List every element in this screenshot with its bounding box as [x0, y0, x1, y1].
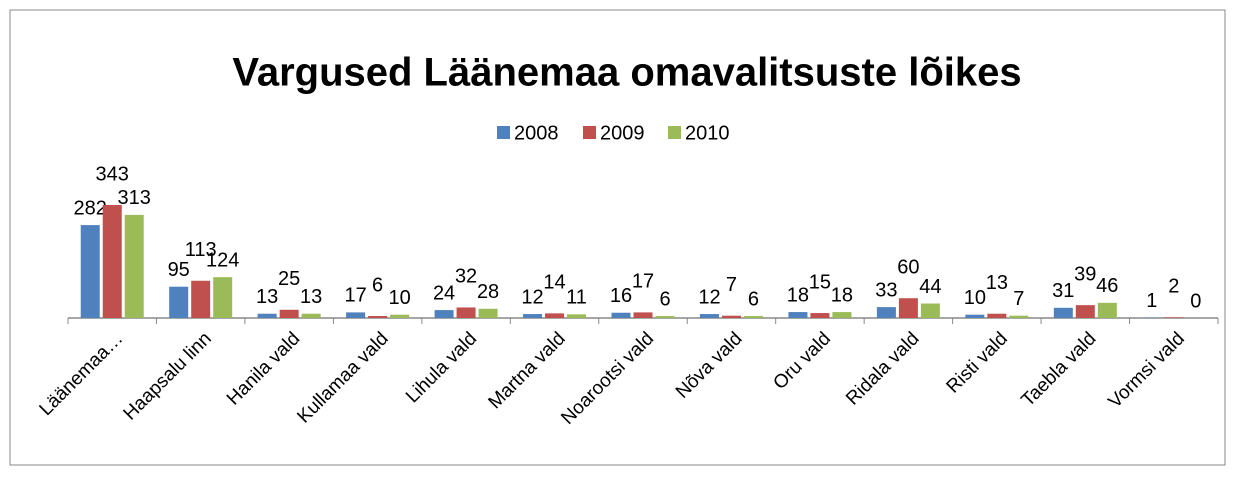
data-label: 6: [748, 288, 759, 310]
bar: [279, 309, 299, 318]
bar: [633, 312, 653, 318]
bar: [346, 312, 366, 318]
data-label: 15: [809, 271, 831, 293]
bar: [699, 314, 719, 318]
bar: [567, 314, 587, 318]
data-label: 0: [1190, 290, 1201, 312]
data-label: 14: [543, 272, 565, 294]
data-label: 13: [256, 286, 278, 308]
data-label: 1: [1146, 290, 1157, 312]
legend-swatch: [497, 126, 510, 139]
data-label: 18: [787, 284, 809, 306]
data-label: 95: [168, 259, 190, 281]
bar: [368, 316, 388, 318]
data-label: 17: [344, 285, 366, 307]
bar: [965, 314, 985, 318]
bar: [80, 225, 100, 318]
data-label: 6: [372, 274, 383, 296]
bar: [545, 313, 565, 318]
data-label: 32: [455, 266, 477, 288]
bar: [213, 277, 233, 318]
legend-label: 2008: [514, 122, 559, 144]
chart-title: Vargused Läänemaa omavalitsuste lõikes: [232, 51, 1021, 95]
data-label: 17: [632, 271, 654, 293]
data-label: 13: [986, 272, 1008, 294]
data-label: 12: [521, 286, 543, 308]
legend-label: 2010: [685, 122, 730, 144]
bar: [1075, 305, 1095, 318]
bar: [523, 314, 543, 318]
data-label: 12: [698, 286, 720, 308]
bar: [876, 307, 896, 318]
data-label: 7: [726, 274, 737, 296]
chart-frame: [9, 9, 1226, 466]
bar: [920, 303, 940, 318]
data-label: 10: [964, 287, 986, 309]
data-label: 10: [388, 287, 410, 309]
data-label: 24: [433, 282, 455, 304]
data-label: 13: [300, 286, 322, 308]
data-label: 31: [1052, 280, 1074, 302]
bar: [1097, 302, 1117, 318]
data-label: 60: [897, 257, 919, 279]
bar: [434, 310, 454, 318]
data-label: 7: [1013, 288, 1024, 310]
bar: [743, 316, 763, 318]
bar: [390, 314, 410, 318]
bar: [1009, 315, 1029, 318]
bar: [1164, 317, 1184, 318]
bar: [102, 205, 122, 318]
bar: [810, 313, 830, 318]
bar: [191, 280, 211, 318]
legend-label: 2009: [600, 122, 645, 144]
data-label: 16: [610, 285, 632, 307]
bar: [257, 313, 277, 318]
bar: [832, 312, 852, 318]
data-label: 39: [1074, 263, 1096, 285]
bar: [987, 313, 1007, 318]
bar: [611, 312, 631, 318]
data-label: 11: [566, 287, 587, 309]
data-label: 113: [185, 239, 217, 261]
legend-swatch: [668, 126, 681, 139]
data-label: 2: [1168, 276, 1179, 298]
data-label: 28: [477, 281, 499, 303]
data-label: 6: [659, 288, 670, 310]
bar: [169, 286, 189, 318]
data-label: 46: [1096, 275, 1118, 297]
bar: [478, 308, 498, 318]
bar: [788, 312, 808, 318]
bar: [721, 315, 741, 318]
bar: [655, 316, 675, 318]
data-label: 282: [74, 197, 107, 219]
data-label: 18: [831, 284, 853, 306]
data-label: 25: [278, 268, 300, 290]
data-label: 124: [206, 249, 239, 271]
legend-swatch: [583, 126, 596, 139]
data-label: 343: [96, 163, 129, 185]
data-label: 313: [118, 187, 151, 209]
data-label: 33: [875, 279, 897, 301]
bar: [301, 313, 321, 318]
bar: [1053, 307, 1073, 318]
bar: [456, 307, 476, 318]
data-label: 44: [919, 276, 941, 298]
bar: [124, 214, 144, 318]
bar: [898, 298, 918, 318]
